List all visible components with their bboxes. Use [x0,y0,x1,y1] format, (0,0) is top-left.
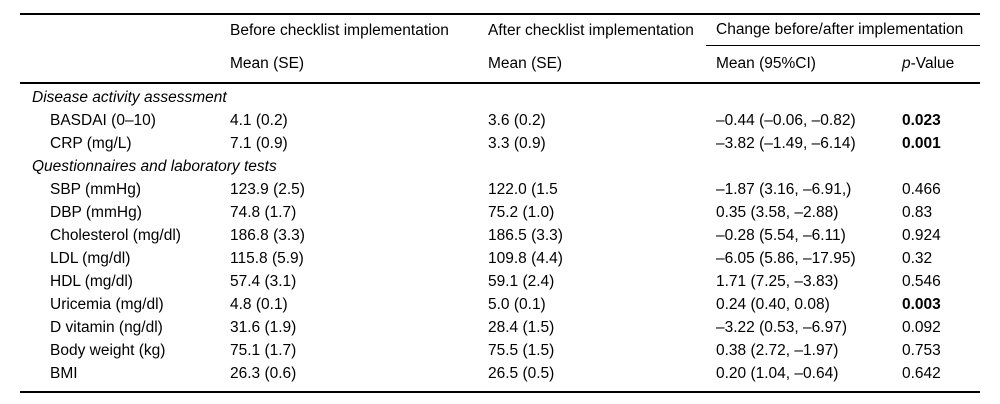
after-mean-se: 26.5 (0.5) [488,364,555,382]
p-value: 0.753 [902,341,941,359]
subheader-after-mean-se: Mean (SE) [488,55,563,72]
change-mean-ci: –0.44 (–0.06, –0.82) [716,111,856,129]
row-label: CRP (mg/L) [50,134,132,152]
after-mean-se: 75.2 (1.0) [488,203,555,221]
table-row-basdai: BASDAI (0–10) 4.1 (0.2) 3.6 (0.2) –0.44 … [20,109,980,132]
col-header-before: Before checklist implementation [230,21,449,39]
p-value: 0.001 [902,134,941,152]
subheader-p-value: p-Value [902,55,980,73]
p-value: 0.023 [902,111,941,129]
table-row-d-vitamin: D vitamin (ng/dl) 31.6 (1.9) 28.4 (1.5) … [20,316,980,339]
p-value: 0.092 [902,318,941,336]
subheader-change-mean-ci: Mean (95%CI) [716,55,816,72]
table-row-crp: CRP (mg/L) 7.1 (0.9) 3.3 (0.9) –3.82 (–1… [20,132,980,155]
table-row-bmi: BMI 26.3 (0.6) 26.5 (0.5) 0.20 (1.04, –0… [20,362,980,385]
before-mean-se: 75.1 (1.7) [230,341,297,359]
change-mean-ci: –3.82 (–1.49, –6.14) [716,134,856,152]
col-header-change: Change before/after implementation [706,15,980,46]
before-mean-se: 57.4 (3.1) [230,272,297,290]
after-mean-se: 109.8 (4.4) [488,249,563,267]
after-mean-se: 28.4 (1.5) [488,318,555,336]
change-mean-ci: –3.22 (0.53, –6.97) [716,318,847,336]
before-mean-se: 26.3 (0.6) [230,364,297,382]
section-title: Disease activity assessment [32,88,227,106]
before-mean-se: 31.6 (1.9) [230,318,297,336]
section-row-disease-activity: Disease activity assessment [20,86,980,109]
table-row-ldl: LDL (mg/dl) 115.8 (5.9) 109.8 (4.4) –6.0… [20,247,980,270]
change-mean-ci: 0.24 (0.40, 0.08) [716,295,830,313]
change-mean-ci: –0.28 (5.54, –6.11) [716,226,846,244]
row-label: Cholesterol (mg/dl) [50,226,181,244]
before-mean-se: 74.8 (1.7) [230,203,297,221]
change-mean-ci: 1.71 (7.25, –3.83) [716,272,839,290]
table-row-hdl: HDL (mg/dl) 57.4 (3.1) 59.1 (2.4) 1.71 (… [20,270,980,293]
table-header: Before checklist implementation After ch… [20,15,980,84]
after-mean-se: 3.6 (0.2) [488,111,546,129]
p-value: 0.466 [902,180,941,198]
subheader-before-mean-se: Mean (SE) [230,55,305,72]
section-row-questionnaires: Questionnaires and laboratory tests [20,155,980,178]
table-row-uricemia: Uricemia (mg/dl) 4.8 (0.1) 5.0 (0.1) 0.2… [20,293,980,316]
row-label: DBP (mmHg) [50,203,142,221]
after-mean-se: 75.5 (1.5) [488,341,555,359]
before-mean-se: 7.1 (0.9) [230,134,288,152]
before-mean-se: 115.8 (5.9) [230,249,304,267]
p-value-rest: -Value [910,55,955,72]
change-mean-ci: –6.05 (5.86, –17.95) [716,249,856,267]
change-mean-ci: –1.87 (3.16, –6.91,) [716,180,852,198]
p-value: 0.83 [902,203,933,221]
section-title: Questionnaires and laboratory tests [32,157,277,175]
row-label: D vitamin (ng/dl) [50,318,163,336]
after-mean-se: 186.5 (3.3) [488,226,563,244]
table-body: Disease activity assessment BASDAI (0–10… [20,84,980,391]
table-row-dbp: DBP (mmHg) 74.8 (1.7) 75.2 (1.0) 0.35 (3… [20,201,980,224]
before-mean-se: 123.9 (2.5) [230,180,305,198]
p-value: 0.003 [902,295,941,313]
table-row-cholesterol: Cholesterol (mg/dl) 186.8 (3.3) 186.5 (3… [20,224,980,247]
row-label: LDL (mg/dl) [50,249,131,267]
change-mean-ci: 0.20 (1.04, –0.64) [716,364,839,382]
p-italic: p [902,55,911,72]
row-label: SBP (mmHg) [50,180,142,198]
change-mean-ci: 0.35 (3.58, –2.88) [716,203,839,221]
col-header-after: After checklist implementation [488,21,694,39]
row-label: Body weight (kg) [50,341,166,359]
table-row-sbp: SBP (mmHg) 123.9 (2.5) 122.0 (1.5 –1.87 … [20,178,980,201]
row-label: BASDAI (0–10) [50,111,156,129]
before-mean-se: 4.8 (0.1) [230,295,288,313]
p-value: 0.642 [902,364,941,382]
before-mean-se: 4.1 (0.2) [230,111,288,129]
header-group-row: Before checklist implementation After ch… [20,15,980,46]
after-mean-se: 3.3 (0.9) [488,134,546,152]
row-label: Uricemia (mg/dl) [50,295,164,313]
after-mean-se: 5.0 (0.1) [488,295,546,313]
header-sub-row: Mean (SE) Mean (SE) Mean (95%CI) p-Value [20,46,980,82]
p-value: 0.924 [902,226,941,244]
change-mean-ci: 0.38 (2.72, –1.97) [716,341,839,359]
p-value: 0.32 [902,249,933,267]
row-label: HDL (mg/dl) [50,272,133,290]
p-value: 0.546 [902,272,941,290]
before-mean-se: 186.8 (3.3) [230,226,305,244]
after-mean-se: 122.0 (1.5 [488,180,558,198]
after-mean-se: 59.1 (2.4) [488,272,555,290]
clinical-results-table: Before checklist implementation After ch… [20,13,980,393]
table-row-body-weight: Body weight (kg) 75.1 (1.7) 75.5 (1.5) 0… [20,339,980,362]
row-label: BMI [50,364,78,382]
